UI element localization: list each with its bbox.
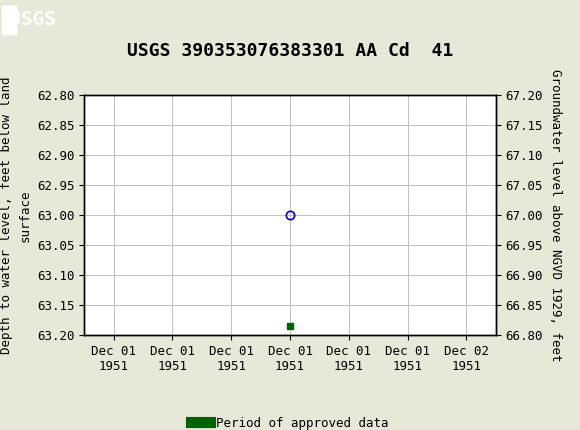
- Bar: [2, 6, 16, 34]
- Y-axis label: Groundwater level above NGVD 1929, feet: Groundwater level above NGVD 1929, feet: [549, 69, 561, 362]
- Legend: Period of approved data: Period of approved data: [186, 412, 394, 430]
- Y-axis label: Depth to water level, feet below land
surface: Depth to water level, feet below land su…: [1, 77, 31, 354]
- Bar: [2, 6, 16, 34]
- Text: USGS: USGS: [9, 10, 56, 29]
- Text: USGS 390353076383301 AA Cd  41: USGS 390353076383301 AA Cd 41: [127, 42, 453, 60]
